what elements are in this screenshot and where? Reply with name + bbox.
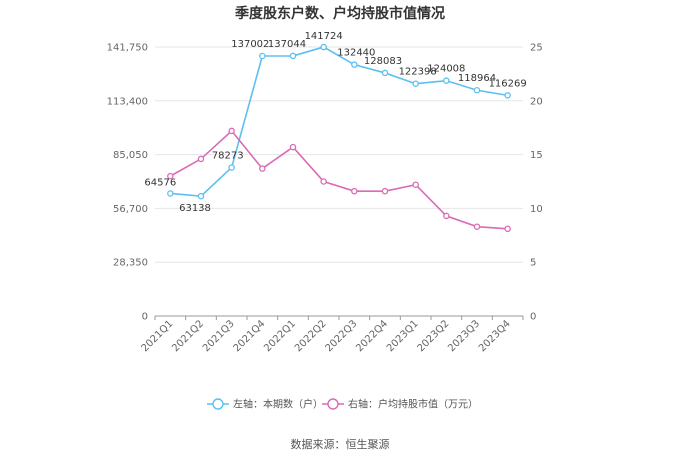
data-point-avg-holding-value: [412, 181, 419, 188]
data-label: 137044: [268, 39, 306, 50]
data-point-avg-holding-value: [504, 225, 511, 233]
x-axis-tick-label: 2023Q1: [385, 318, 421, 354]
left-axis-tick-label: 56,700: [113, 204, 148, 215]
x-axis-tick-label: 2023Q4: [477, 318, 513, 354]
data-label: 132440: [337, 48, 375, 59]
legend-marker: [212, 398, 224, 410]
data-point-households: [197, 192, 205, 200]
data-point-avg-holding-value: [381, 187, 389, 195]
data-point-households: [381, 69, 389, 77]
data-point-avg-holding-value: [197, 155, 205, 163]
data-point-households: [443, 77, 450, 84]
data-point-avg-holding-value: [443, 212, 450, 220]
x-axis-tick-label: 2022Q2: [293, 318, 329, 354]
data-point-avg-holding-value: [351, 187, 358, 195]
left-axis-tick-label: 28,350: [113, 258, 148, 269]
legend-label-avg-holding-value: 右轴：户均持股市值（万元）: [348, 398, 478, 411]
left-axis-tick-label: 141,750: [107, 43, 148, 54]
right-axis-tick-label: 10: [530, 204, 543, 215]
left-axis-tick-label: 113,400: [107, 96, 148, 107]
data-point-households: [473, 86, 481, 94]
data-label: 116269: [489, 78, 527, 89]
data-label: 124008: [427, 64, 465, 75]
x-axis-tick-label: 2021Q2: [170, 318, 206, 354]
left-axis-tick-label: 85,050: [113, 150, 148, 161]
right-axis-tick-label: 25: [530, 43, 543, 54]
series-line-households: [170, 46, 508, 198]
data-label: 128083: [364, 56, 402, 67]
data-source: 数据来源：恒生聚源: [290, 438, 390, 451]
data-label: 64576: [144, 177, 176, 188]
data-point-avg-holding-value: [320, 178, 327, 185]
data-point-households: [228, 164, 235, 171]
series-line-avg-holding-value: [169, 129, 508, 230]
legend-marker: [327, 398, 339, 410]
data-label: 141724: [305, 31, 343, 42]
data-point-avg-holding-value: [228, 127, 235, 135]
right-axis-tick-label: 20: [530, 96, 543, 107]
x-axis-tick-label: 2021Q3: [201, 318, 237, 354]
x-axis-tick-label: 2022Q3: [324, 318, 360, 354]
data-point-households: [412, 80, 419, 87]
data-label: 118964: [458, 73, 496, 84]
left-axis-tick-label: 0: [142, 312, 148, 323]
data-point-households: [504, 92, 511, 99]
data-label: 63138: [179, 203, 211, 214]
data-point-avg-holding-value: [289, 143, 297, 151]
data-point-households: [320, 43, 327, 51]
legend-label-households: 左轴：本期数（户）: [233, 398, 323, 411]
right-axis-tick-label: 5: [530, 258, 536, 269]
chart-title: 季度股东户数、户均持股市值情况: [235, 6, 445, 22]
data-point-households: [351, 61, 358, 68]
data-point-households: [289, 52, 297, 60]
data-label: 122398: [399, 67, 437, 78]
x-axis-tick-label: 2023Q2: [416, 318, 452, 354]
right-axis-tick-label: 0: [530, 312, 536, 323]
x-axis-tick-label: 2023Q3: [446, 318, 482, 354]
right-axis-tick-label: 15: [530, 150, 543, 161]
x-axis-tick-label: 2022Q1: [262, 318, 298, 354]
data-label: 137002: [231, 39, 269, 50]
data-point-households: [259, 52, 266, 60]
data-point-households: [167, 190, 174, 197]
data-label: 78273: [212, 150, 244, 161]
data-point-avg-holding-value: [259, 165, 266, 172]
data-point-avg-holding-value: [473, 223, 481, 230]
x-axis-tick-label: 2022Q4: [354, 318, 390, 354]
x-axis-tick-label: 2021Q4: [232, 318, 268, 354]
x-axis-tick-label: 2021Q1: [140, 318, 176, 354]
data-point-avg-holding-value: [167, 172, 174, 180]
